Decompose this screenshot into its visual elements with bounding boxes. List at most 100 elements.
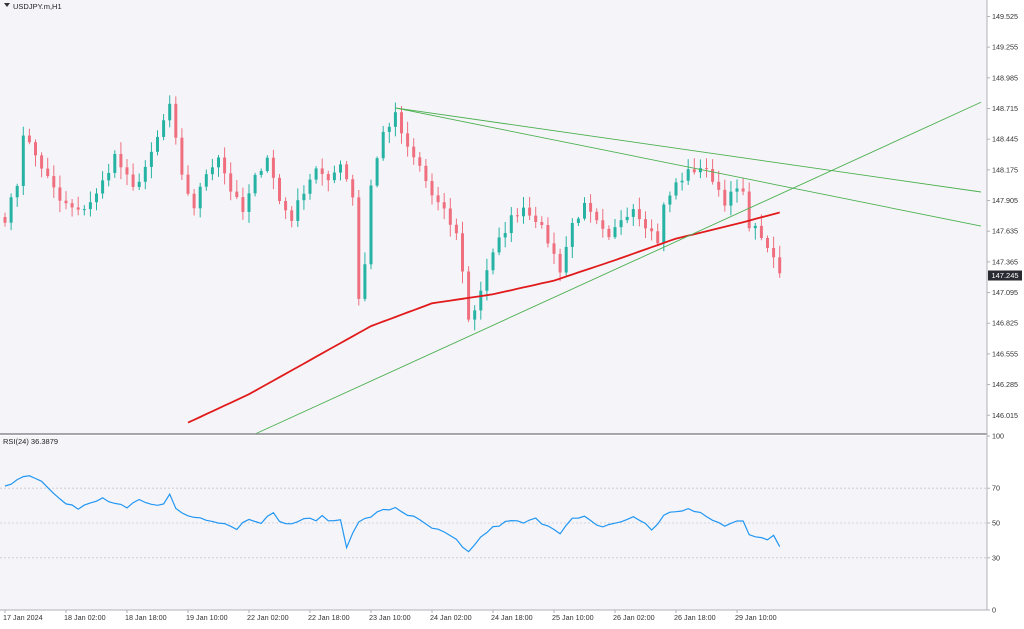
candle bbox=[259, 168, 263, 178]
candle bbox=[637, 197, 641, 227]
candle bbox=[540, 216, 544, 229]
candle bbox=[528, 196, 532, 221]
candle bbox=[241, 187, 245, 220]
time-tick-label: 26 Jan 02:00 bbox=[613, 613, 655, 622]
candle bbox=[204, 169, 208, 191]
candle bbox=[418, 151, 422, 172]
candle bbox=[143, 160, 147, 190]
candle bbox=[137, 173, 141, 191]
moving-average-line bbox=[187, 211, 780, 424]
trendline[interactable] bbox=[395, 107, 982, 227]
candle bbox=[735, 179, 739, 203]
price-tick-label: 149.525 bbox=[992, 12, 1018, 21]
candle bbox=[27, 128, 31, 145]
price-tick-label: 147.905 bbox=[992, 196, 1018, 205]
candle bbox=[485, 258, 489, 301]
rsi-tick-label: 100 bbox=[992, 432, 1004, 441]
candle bbox=[515, 208, 519, 223]
rsi-title: RSI(24) 36.3879 bbox=[3, 437, 58, 446]
candle bbox=[168, 95, 172, 128]
candle bbox=[180, 128, 184, 181]
candle bbox=[436, 186, 440, 211]
candle bbox=[570, 218, 574, 259]
candle bbox=[235, 180, 239, 200]
candle bbox=[95, 188, 98, 211]
candle bbox=[625, 207, 629, 224]
candle bbox=[308, 173, 312, 200]
candle bbox=[314, 166, 318, 184]
candle bbox=[302, 185, 306, 210]
rsi-axis: 100 70 50 30 0 bbox=[987, 432, 1004, 615]
price-tick-label: 146.285 bbox=[992, 380, 1018, 389]
price-pane[interactable] bbox=[0, 0, 987, 435]
price-tick-label: 147.365 bbox=[992, 257, 1018, 266]
candle bbox=[705, 158, 708, 178]
candle bbox=[290, 206, 294, 228]
candle bbox=[564, 236, 568, 276]
candle bbox=[424, 159, 428, 188]
candle bbox=[210, 158, 214, 181]
price-tick-label: 146.555 bbox=[992, 349, 1018, 358]
candle bbox=[503, 221, 507, 248]
candle bbox=[381, 125, 385, 161]
current-price-tag: 147.245 bbox=[988, 270, 1022, 281]
candle bbox=[491, 248, 495, 275]
rsi-level-lines bbox=[0, 487, 987, 559]
candle bbox=[125, 159, 129, 186]
candle bbox=[253, 172, 257, 197]
time-tick-label: 25 Jan 10:00 bbox=[552, 613, 594, 622]
time-axis: 17 Jan 2024 18 Jan 02:00 18 Jan 18:00 19 Ja… bbox=[3, 610, 777, 622]
candle bbox=[363, 252, 367, 302]
candle bbox=[15, 183, 19, 207]
candle bbox=[229, 162, 233, 201]
candle bbox=[747, 182, 751, 232]
candle bbox=[247, 184, 251, 223]
dropdown-triangle-icon[interactable] bbox=[4, 3, 10, 7]
candle bbox=[583, 197, 586, 221]
candle bbox=[271, 149, 275, 190]
candle bbox=[619, 210, 623, 235]
candle bbox=[497, 227, 501, 256]
symbol-label[interactable]: USDJPY.m,H1 bbox=[4, 2, 62, 11]
candle bbox=[406, 121, 410, 157]
candle bbox=[589, 194, 593, 223]
candle bbox=[778, 245, 782, 278]
candle bbox=[717, 170, 721, 197]
candle bbox=[766, 235, 769, 253]
time-tick-label: 24 Jan 02:00 bbox=[430, 613, 472, 622]
candle bbox=[759, 214, 763, 241]
candle bbox=[217, 155, 220, 177]
candle bbox=[467, 266, 471, 323]
candle bbox=[76, 196, 80, 216]
trendline[interactable] bbox=[395, 107, 982, 193]
current-price-label: 147.245 bbox=[991, 271, 1018, 280]
candle bbox=[546, 217, 550, 248]
time-tick-label: 18 Jan 18:00 bbox=[125, 613, 167, 622]
price-tick-label: 148.175 bbox=[992, 165, 1018, 174]
candle bbox=[149, 142, 153, 179]
candle bbox=[412, 138, 416, 165]
candle bbox=[82, 205, 86, 216]
candle bbox=[3, 212, 7, 227]
candle bbox=[174, 96, 178, 145]
candle bbox=[339, 160, 342, 181]
candle bbox=[198, 182, 202, 218]
candle bbox=[58, 175, 62, 213]
candle bbox=[34, 139, 37, 167]
candle bbox=[473, 305, 477, 331]
rsi-pane[interactable] bbox=[0, 436, 987, 610]
trendline[interactable] bbox=[254, 101, 982, 435]
candle bbox=[400, 106, 403, 144]
candle-series bbox=[3, 95, 782, 331]
price-tick-label: 148.985 bbox=[992, 73, 1018, 82]
candle bbox=[387, 122, 391, 144]
time-tick-label: 18 Jan 02:00 bbox=[64, 613, 106, 622]
candle bbox=[278, 174, 281, 205]
candle bbox=[448, 198, 452, 237]
candle bbox=[326, 170, 330, 192]
candle bbox=[674, 178, 678, 200]
candle bbox=[375, 156, 379, 188]
candle bbox=[692, 158, 696, 175]
candle bbox=[534, 206, 538, 229]
